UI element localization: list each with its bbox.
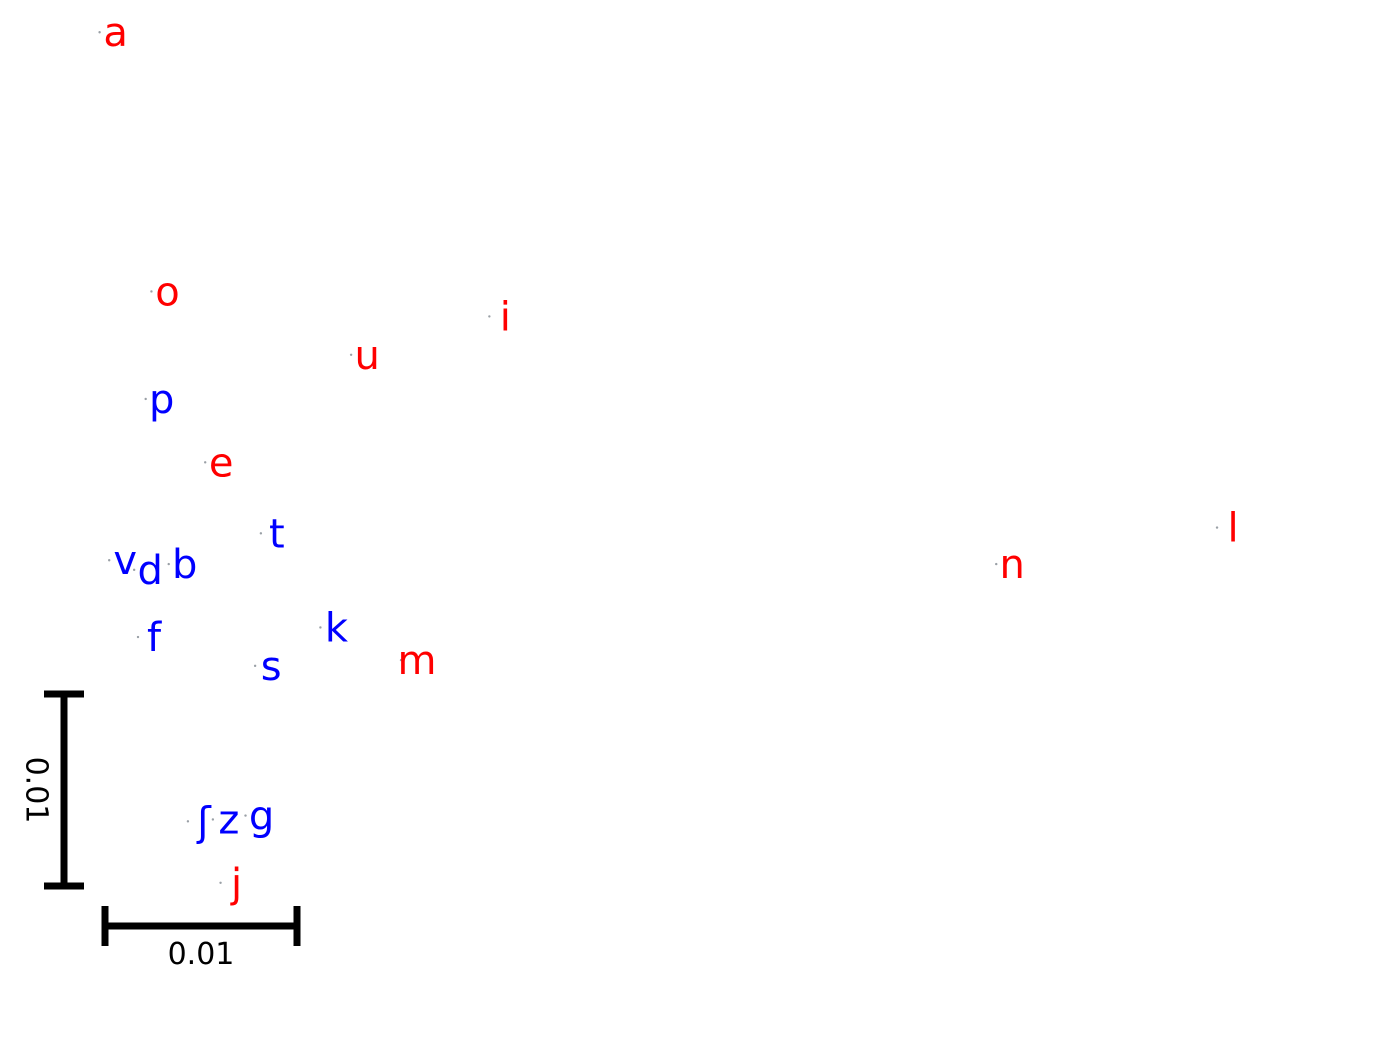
point-label: a — [103, 10, 128, 56]
point-label: i — [500, 294, 511, 340]
point-label: o — [155, 269, 179, 315]
point-label: k — [325, 605, 349, 651]
point-marker — [219, 881, 222, 884]
points-layer: a o i u pet v d b n l f ks m ʃ z gj — [98, 10, 1239, 907]
point-marker — [319, 626, 322, 629]
point-label: z — [218, 797, 239, 843]
point-label: ʃ — [196, 799, 212, 845]
point-label: e — [209, 440, 234, 486]
point-label: m — [398, 638, 437, 684]
vertical-scale-bar: 0.01 — [19, 690, 84, 890]
point-marker — [211, 818, 215, 821]
point-marker — [204, 461, 207, 464]
point-marker — [186, 820, 190, 823]
point-marker — [144, 397, 147, 401]
point-label: g — [249, 794, 274, 840]
point-marker — [167, 562, 170, 566]
point-marker — [995, 562, 998, 566]
point-marker — [488, 315, 491, 318]
horizontal-scale-bar: 0.01 — [101, 906, 301, 972]
point-marker — [98, 31, 101, 34]
point-label: f — [147, 615, 162, 661]
point-marker — [108, 559, 111, 562]
point-label: l — [1227, 506, 1238, 552]
point-marker — [1215, 526, 1219, 529]
point-marker — [150, 290, 153, 293]
point-marker — [259, 532, 263, 535]
point-label: v — [113, 538, 137, 584]
point-label: u — [354, 333, 379, 379]
point-marker — [349, 353, 353, 356]
point-label: s — [261, 644, 282, 690]
point-marker — [244, 814, 247, 817]
point-label: d — [137, 548, 162, 594]
point-label: n — [1000, 542, 1025, 588]
point-marker — [132, 568, 136, 572]
point-label: b — [172, 542, 197, 588]
vertical-scale-bar-label: 0.01 — [19, 757, 54, 824]
point-label: p — [149, 377, 174, 423]
point-label: t — [269, 511, 285, 557]
point-marker — [399, 658, 403, 662]
point-marker — [136, 635, 140, 639]
point-label: j — [230, 861, 242, 907]
horizontal-scale-bar-label: 0.01 — [168, 937, 235, 972]
point-marker — [253, 664, 257, 668]
